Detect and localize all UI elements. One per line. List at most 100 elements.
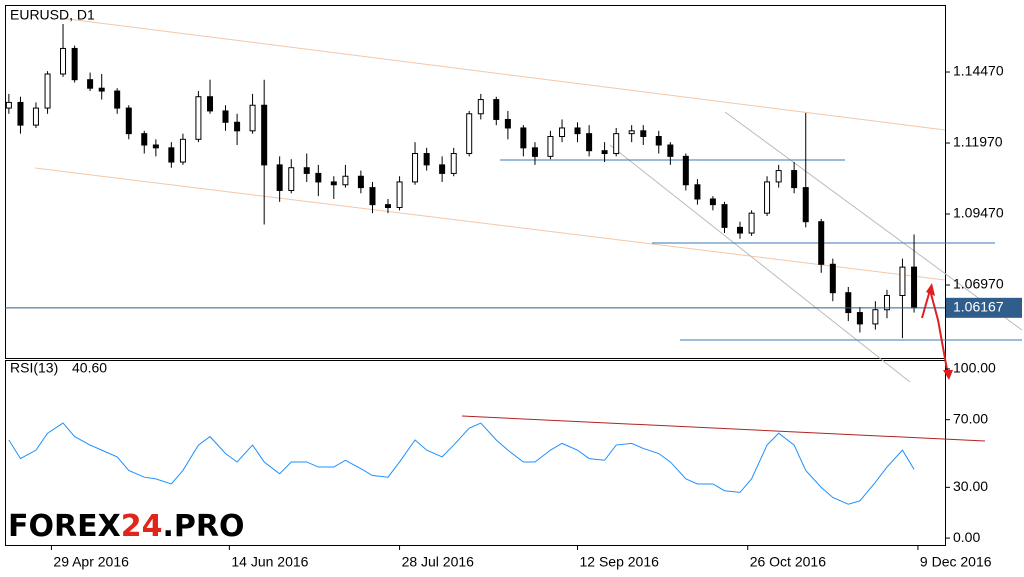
candle-body [791, 170, 798, 189]
candle-body [845, 292, 852, 314]
candle-body [802, 187, 809, 223]
candle-body [493, 99, 500, 120]
x-tick-label: 14 Jun 2016 [231, 554, 308, 570]
candle-body [655, 135, 662, 146]
candle-body [98, 87, 105, 92]
candle-body [477, 99, 484, 115]
candle-body [520, 127, 527, 149]
candle-body [152, 144, 159, 149]
y-tick-label: 0.00 [953, 529, 980, 545]
candle-body [114, 90, 121, 109]
x-tick-label: 12 Sep 2016 [580, 554, 660, 570]
logo-text: .PRO [162, 509, 244, 544]
candle-body [748, 212, 755, 234]
candle-body [369, 187, 376, 206]
candle-body [87, 79, 94, 89]
candle-body [5, 101, 12, 109]
candle-body [466, 113, 473, 155]
candle-body [342, 175, 349, 186]
candle-body [330, 181, 337, 186]
candle-body [775, 170, 782, 183]
candle-body [899, 266, 906, 297]
y-tick-label: 1.06970 [953, 276, 1004, 292]
rsi-line [8, 422, 915, 505]
arrow-head [943, 370, 953, 380]
candle-body [179, 138, 186, 163]
channel-line [59, 17, 946, 131]
logo-text: 24 [121, 509, 163, 544]
channel-line [724, 111, 1023, 331]
price-panel [5, 5, 946, 359]
candle-body [736, 226, 743, 234]
candle-body [450, 153, 457, 174]
candle-body [60, 47, 67, 75]
candle-body [315, 172, 322, 183]
y-tick-label: 30.00 [953, 478, 988, 494]
y-tick-label: 70.00 [953, 410, 988, 426]
rsi-trend-line [461, 415, 986, 442]
candle-body [601, 150, 608, 155]
candle-body [384, 204, 391, 208]
candle-body [586, 133, 593, 152]
candle-body [574, 127, 581, 135]
x-tick-label: 9 Dec 2016 [920, 554, 992, 570]
x-tick-label: 28 Jul 2016 [402, 554, 475, 570]
candle-body [547, 135, 554, 157]
candle-body [234, 121, 241, 132]
candle-body [694, 184, 701, 200]
candle-body [709, 198, 716, 206]
candle-body [44, 73, 51, 109]
candle-body [288, 167, 295, 191]
candle-body [17, 101, 24, 126]
y-tick-label: 1.11970 [953, 134, 1003, 150]
candle-body [303, 167, 310, 174]
candle-body [682, 155, 689, 186]
candle-body [613, 133, 620, 155]
x-tick-label: 29 Apr 2016 [53, 554, 129, 570]
candle-body [856, 312, 863, 325]
candle-body [396, 181, 403, 208]
rsi-title: RSI(13) [10, 360, 58, 376]
forecast-arrow [921, 286, 949, 376]
drawings [34, 17, 1023, 442]
candle-body [818, 221, 825, 265]
candle-body [423, 153, 430, 166]
candle-body [721, 204, 728, 228]
y-tick-label: 1.09470 [953, 205, 1004, 221]
candle-body [764, 181, 771, 214]
arrow-head [926, 283, 935, 296]
candle-body [504, 118, 511, 129]
candle-body [207, 96, 214, 112]
candle-body [125, 107, 132, 135]
candle-body [222, 110, 229, 123]
x-tick-label: 26 Oct 2016 [750, 554, 826, 570]
rsi-panel [5, 360, 946, 546]
candle-body [168, 147, 175, 163]
candle-body [357, 175, 364, 189]
candle-body [276, 164, 283, 191]
candle-body [559, 127, 566, 137]
logo-text: FOREX [8, 509, 121, 544]
candle-body [872, 309, 879, 325]
candle-body [71, 47, 78, 81]
channel-line [609, 144, 911, 383]
channel-line [34, 167, 946, 281]
chart-title: EURUSD, D1 [10, 7, 95, 23]
candle-body [531, 147, 538, 157]
candle-body [261, 104, 268, 166]
candle-body [439, 164, 446, 174]
candle-body [32, 107, 39, 126]
candle-body [628, 130, 635, 135]
candle-body [141, 133, 148, 146]
candle-body [249, 104, 256, 132]
logo: FOREX24.PRO [8, 509, 244, 544]
candle-body [640, 130, 647, 137]
rsi-current: 40.60 [72, 360, 107, 376]
candle-body [883, 295, 890, 311]
candle-body [667, 144, 674, 157]
y-tick-label: 100.00 [953, 360, 996, 376]
y-tick-label: 1.14470 [953, 63, 1004, 79]
candle-body [911, 266, 918, 309]
